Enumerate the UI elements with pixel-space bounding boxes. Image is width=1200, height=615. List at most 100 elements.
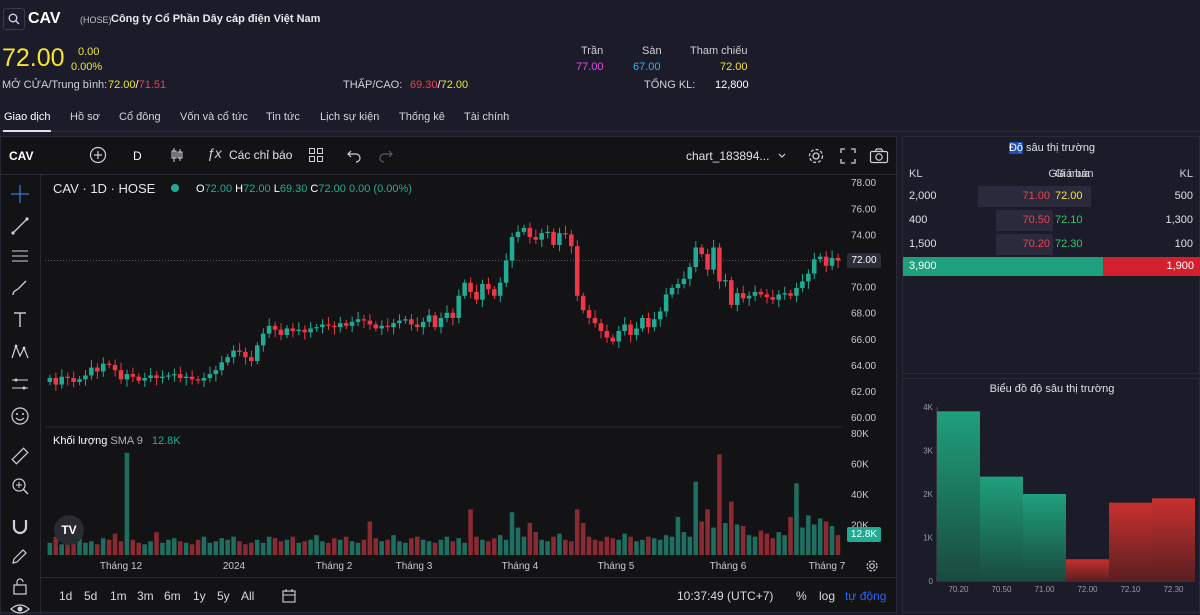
candle (729, 276, 734, 309)
settings-button[interactable] (807, 147, 825, 168)
auto-scale-toggle[interactable]: tự động (845, 589, 887, 603)
volume-bar (118, 541, 124, 555)
candle (456, 289, 461, 324)
ruler-tool[interactable] (9, 445, 31, 467)
fib-tool[interactable] (9, 245, 31, 267)
volume-bar (172, 538, 177, 555)
volume-bar (734, 524, 740, 555)
percent-toggle[interactable]: % (796, 589, 807, 603)
c-value: 72.00 (318, 183, 346, 195)
tradingview-logo[interactable]: TV (54, 515, 84, 545)
volume-bar (545, 541, 550, 555)
magnet-tool[interactable] (9, 515, 31, 537)
volume-bar (764, 533, 770, 555)
tab-tin-tuc[interactable]: Tin tức (266, 111, 300, 123)
text-tool[interactable] (9, 309, 31, 331)
range-5y[interactable]: 5y (217, 589, 230, 603)
range-1y[interactable]: 1y (193, 589, 206, 603)
order-book-row[interactable]: 400 70.50 72.10 1,300 (903, 209, 1200, 233)
interval-button[interactable]: D (133, 149, 142, 163)
search-button[interactable] (3, 8, 25, 30)
log-toggle[interactable]: log (819, 589, 836, 603)
candle (545, 225, 550, 239)
candle (403, 316, 408, 324)
candle (379, 320, 384, 335)
range-3m[interactable]: 3m (137, 589, 154, 603)
volume-bar (213, 541, 219, 555)
volume-bar (349, 541, 355, 555)
layout-dropdown[interactable] (777, 150, 787, 164)
measure-tool[interactable] (9, 373, 31, 395)
tab-von-co-tuc[interactable]: Vốn và cổ tức (180, 111, 248, 123)
zoom-tool[interactable] (9, 475, 31, 497)
candle (249, 350, 254, 367)
date-range-button[interactable] (281, 588, 297, 607)
templates-button[interactable] (308, 147, 324, 166)
volume-bar (154, 532, 159, 555)
price-axis-tick: 64.00 (851, 361, 876, 372)
candle (687, 262, 693, 287)
order-book-row[interactable]: 2,000 71.00 72.00 500 (903, 185, 1200, 209)
snapshot-button[interactable] (869, 147, 889, 168)
chart-type-button[interactable] (169, 147, 185, 166)
depth-y-tick: 4K (923, 403, 933, 412)
range-1m[interactable]: 1m (110, 589, 127, 603)
trendline-tool[interactable] (9, 215, 31, 237)
order-book-header: KL Giá mua Giá bán KL (903, 163, 1200, 187)
candle (764, 289, 770, 304)
price-change: 0.00 (78, 46, 100, 58)
compare-button[interactable] (89, 146, 107, 167)
candle (474, 284, 479, 305)
chart-bottom-bar: 1d 5d 1m 3m 6m 1y 5y All 10:37:49 (UTC+7… (41, 577, 897, 613)
volume-bar (314, 535, 319, 555)
volume-bar (533, 532, 539, 555)
brush-tool[interactable] (9, 277, 31, 299)
order-book-row[interactable]: 1,500 70.20 72.30 100 (903, 233, 1200, 257)
range-all[interactable]: All (241, 589, 255, 603)
volume-bar (106, 539, 112, 555)
range-1d[interactable]: 1d (59, 589, 73, 603)
axis-settings-button[interactable] (865, 559, 879, 576)
draw-mode-tool[interactable] (9, 545, 31, 567)
volume-bar (136, 542, 142, 555)
chart-symbol[interactable]: CAV (9, 149, 34, 163)
volume-axis-tick: 80K (851, 429, 869, 440)
candle (343, 319, 349, 330)
crosshair-tool[interactable] (9, 183, 31, 205)
price-axis-tick: 60.00 (851, 413, 876, 424)
volume-bar (83, 542, 88, 555)
range-6m[interactable]: 6m (164, 589, 181, 603)
redo-button[interactable] (378, 147, 394, 166)
tab-lich-su-kien[interactable]: Lịch sự kiện (320, 111, 380, 123)
candle (124, 369, 130, 387)
bid-depth-bar (996, 234, 1053, 255)
visibility-tool[interactable] (9, 603, 31, 615)
layout-name[interactable]: chart_183894... (686, 149, 770, 163)
volume-bar (195, 539, 201, 555)
fullscreen-button[interactable] (839, 147, 857, 168)
range-5d[interactable]: 5d (84, 589, 98, 603)
tab-thong-ke[interactable]: Thống kê (399, 111, 445, 123)
tab-tai-chinh[interactable]: Tài chính (464, 111, 510, 123)
tab-giao-dich[interactable]: Giao dịch (4, 111, 51, 123)
volume-bar (758, 530, 764, 555)
volume-bar (308, 539, 313, 555)
camera-icon (869, 148, 889, 164)
col-ask-price: Giá bán (1055, 168, 1094, 180)
lock-tool[interactable] (9, 575, 31, 597)
undo-button[interactable] (346, 147, 362, 166)
depth-y-tick: 1K (923, 534, 933, 543)
order-book-title: Độ sâu thị trường (903, 142, 1200, 154)
market-status-dot (171, 184, 179, 192)
tab-ho-so[interactable]: Hồ sơ (70, 111, 100, 123)
h-value: 72.00 (243, 183, 271, 195)
candle (746, 291, 752, 306)
price-chart[interactable]: 78.00 76.00 74.00 72.00 70.00 68.00 66.00 64.00… (1, 137, 898, 577)
emoji-tool[interactable] (9, 405, 31, 427)
tab-co-dong[interactable]: Cổ đông (119, 111, 161, 123)
pattern-tool[interactable] (9, 341, 31, 363)
ask-depth-step (1066, 559, 1109, 581)
volume-bar (551, 536, 556, 555)
smiley-icon (11, 407, 29, 425)
clock-time[interactable]: 10:37:49 (UTC+7) (677, 589, 774, 603)
